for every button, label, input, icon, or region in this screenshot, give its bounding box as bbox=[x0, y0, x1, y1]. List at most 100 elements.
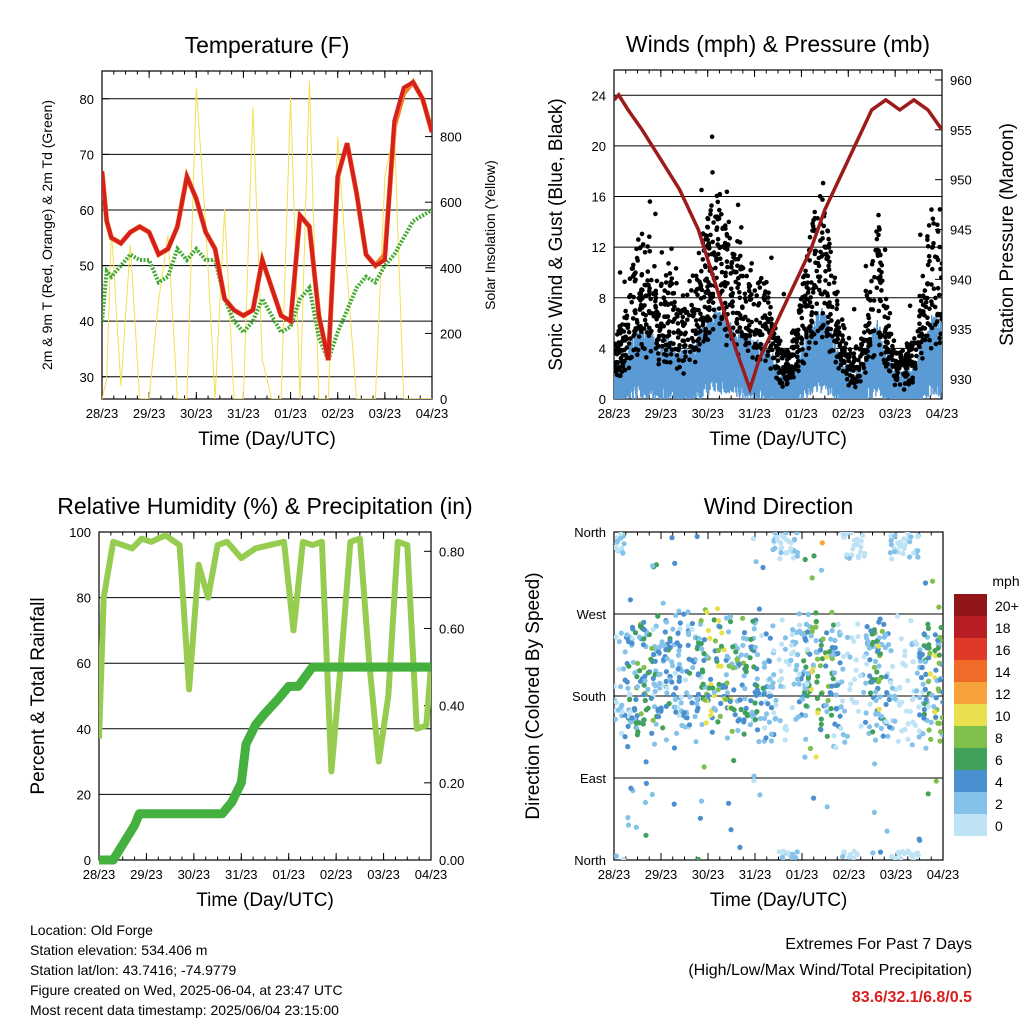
dir-point bbox=[705, 693, 711, 699]
gust-point bbox=[634, 246, 639, 252]
gust-point bbox=[796, 348, 802, 353]
gust-point bbox=[883, 350, 888, 355]
gust-point bbox=[689, 302, 694, 308]
dir-point bbox=[730, 665, 736, 671]
dir-point bbox=[699, 667, 706, 673]
colorbar-swatch bbox=[954, 748, 987, 770]
gust-point bbox=[705, 284, 710, 290]
gust-point bbox=[796, 327, 801, 333]
dir-point bbox=[925, 625, 932, 632]
gust-point bbox=[656, 357, 662, 363]
dir-point bbox=[874, 722, 880, 728]
dir-point bbox=[762, 715, 768, 722]
gust-point bbox=[720, 225, 726, 231]
dir-point bbox=[640, 721, 646, 727]
dir-point bbox=[814, 679, 820, 685]
gust-point bbox=[678, 331, 683, 337]
dir-point bbox=[618, 532, 624, 537]
dir-point bbox=[674, 730, 680, 736]
gust-point bbox=[618, 355, 624, 361]
dir-point bbox=[754, 683, 760, 689]
gust-point bbox=[910, 377, 915, 382]
dir-point bbox=[748, 644, 754, 650]
gust-point bbox=[902, 381, 908, 386]
dir-point bbox=[630, 659, 637, 665]
dir-point bbox=[741, 673, 747, 679]
dir-point bbox=[752, 700, 758, 706]
dir-point bbox=[770, 680, 776, 686]
gust-point bbox=[698, 296, 704, 301]
gust-point bbox=[817, 287, 822, 293]
temp-xtick-label: 03/23 bbox=[369, 406, 402, 421]
gust-point bbox=[645, 278, 650, 283]
gust-point bbox=[805, 290, 811, 295]
dir-point bbox=[914, 688, 920, 694]
gust-point bbox=[852, 380, 857, 386]
gust-point bbox=[835, 302, 840, 307]
gust-point bbox=[639, 272, 645, 277]
dir-point bbox=[731, 757, 737, 764]
dir-point bbox=[871, 664, 878, 671]
dir-point bbox=[818, 691, 824, 697]
dir-point bbox=[927, 650, 933, 657]
dir-point bbox=[663, 669, 670, 675]
temp-xtick-label: 01/23 bbox=[274, 406, 307, 421]
dir-point bbox=[793, 854, 799, 860]
dir-point bbox=[614, 853, 619, 859]
dir-point bbox=[892, 549, 898, 555]
gust-point bbox=[810, 290, 816, 295]
gust-point bbox=[870, 307, 876, 312]
gust-point bbox=[874, 285, 880, 291]
gust-point bbox=[745, 318, 751, 323]
wind-xtick-label: 03/23 bbox=[879, 406, 912, 421]
gust-point bbox=[656, 312, 661, 317]
gust-point bbox=[696, 324, 701, 330]
gust-point bbox=[725, 264, 730, 270]
dir-point bbox=[877, 651, 884, 657]
gust-point bbox=[723, 273, 728, 279]
gust-point bbox=[913, 347, 919, 353]
dir-point bbox=[641, 717, 647, 723]
dir-point bbox=[622, 734, 628, 740]
gust-point bbox=[823, 269, 828, 274]
dir-point bbox=[900, 550, 906, 557]
dir-point bbox=[686, 722, 693, 728]
dir-point bbox=[758, 700, 764, 706]
dir-point bbox=[708, 712, 714, 718]
dir-point bbox=[761, 664, 768, 670]
gust-point bbox=[730, 325, 736, 331]
dir-point bbox=[752, 717, 759, 723]
gust-point bbox=[683, 330, 688, 336]
gust-point bbox=[825, 244, 831, 249]
colorbar-swatch bbox=[954, 704, 987, 726]
gust-point bbox=[661, 295, 666, 301]
gust-point bbox=[813, 311, 819, 316]
dir-point bbox=[910, 719, 916, 725]
dir-point bbox=[619, 730, 625, 736]
dir-point bbox=[732, 712, 738, 718]
gust-point bbox=[715, 199, 721, 205]
dir-point bbox=[790, 555, 797, 561]
gust-point bbox=[681, 323, 686, 329]
gust-point bbox=[814, 268, 819, 274]
gust-point bbox=[794, 363, 799, 368]
dir-point bbox=[882, 632, 888, 638]
dir-point bbox=[838, 725, 844, 731]
dir-point bbox=[789, 705, 796, 711]
gust-point bbox=[646, 282, 651, 288]
temp-ytick-label: 40 bbox=[80, 314, 94, 329]
gust-point bbox=[744, 273, 749, 279]
wind-ytick-label: 16 bbox=[592, 190, 606, 205]
dir-point bbox=[643, 832, 649, 838]
gust-point bbox=[635, 352, 640, 358]
dir-point bbox=[777, 678, 783, 684]
gust-point bbox=[871, 328, 877, 334]
gust-point bbox=[698, 311, 703, 317]
dir-point bbox=[813, 754, 819, 760]
gust-point bbox=[757, 285, 763, 290]
gust-point bbox=[842, 347, 847, 353]
gust-point bbox=[670, 307, 676, 313]
gust-point bbox=[749, 261, 754, 266]
gust-point bbox=[796, 368, 801, 374]
dir-point bbox=[687, 670, 693, 676]
